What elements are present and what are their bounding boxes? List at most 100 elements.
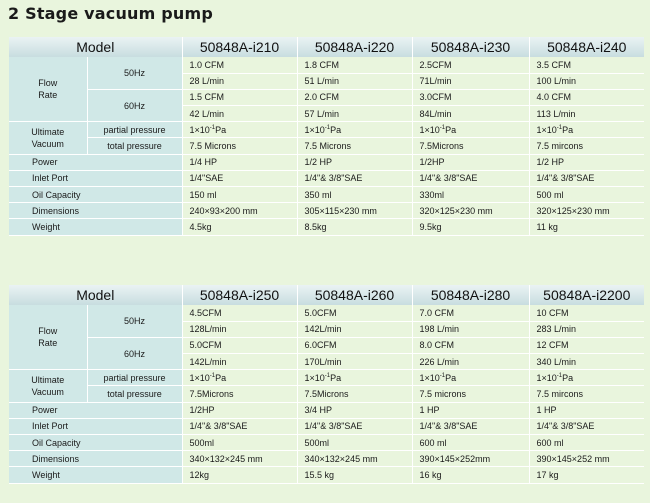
spec-label: Power	[9, 402, 183, 419]
flow-value: 283 L/min	[528, 321, 645, 338]
partial-pressure-value: 1×10-1Pa	[411, 369, 530, 387]
table-row: Power 1/4 HP 1/2 HP 1/2HP 1/2 HP	[9, 154, 645, 171]
spec-value: 350 ml	[296, 186, 413, 204]
flow-value: 1.5 CFM	[181, 89, 298, 107]
table-row: Weight 4.5kg 8.5kg 9.5kg 11 kg	[9, 218, 645, 236]
spec-value: 1/2 HP	[528, 154, 645, 171]
spec-value: 1 HP	[411, 402, 530, 419]
table-row: total pressure 7.5 Microns 7.5 Microns 7.5M…	[9, 137, 645, 155]
total-pressure-value: 7.5Microns	[296, 385, 413, 403]
spec-value: 1/4"& 3/8"SAE	[296, 170, 413, 188]
total-pressure-label: total pressure	[86, 137, 183, 155]
flow-value: 113 L/min	[528, 105, 645, 123]
flow-value: 2.5CFM	[411, 57, 530, 74]
pressure-exponent: -1	[556, 372, 563, 379]
ultimate-vacuum-label-line1: Ultimate	[31, 374, 65, 385]
pressure-unit: Pa	[445, 372, 457, 383]
model-name: 50848A-i230	[411, 37, 530, 57]
spec-value: 4.5kg	[181, 218, 298, 236]
model-name: 50848A-i210	[181, 37, 298, 57]
ultimate-vacuum-label: Ultimate Vacuum	[9, 369, 87, 403]
model-name: 50848A-i250	[181, 285, 298, 305]
flow-value: 198 L/min	[411, 321, 530, 338]
spec-value: 150 ml	[181, 186, 298, 204]
spec-value: 340×132×245 mm	[296, 450, 413, 468]
pressure-exponent: -1	[324, 124, 331, 131]
spec-value: 1/4"& 3/8"SAE	[181, 418, 298, 436]
partial-pressure-label: partial pressure	[86, 121, 183, 139]
flow-value: 4.0 CFM	[528, 89, 645, 107]
total-pressure-label: total pressure	[86, 385, 183, 403]
pressure-unit: Pa	[445, 124, 457, 135]
total-pressure-value: 7.5 Microns	[181, 137, 298, 155]
flow-rate-label: Flow Rate	[9, 305, 87, 371]
table-row: 60Hz 5.0CFM 6.0CFM 8.0 CFM 12 CFM	[9, 337, 645, 371]
flow-value: 142L/min	[296, 321, 413, 338]
flow-rate-label-line2: Rate	[38, 338, 58, 349]
spec-label: Power	[9, 154, 183, 171]
flow-rate-label: Flow Rate	[9, 57, 87, 123]
flow-rate-label-line1: Flow	[38, 78, 58, 89]
table-row: Weight 12kg 15.5 kg 16 kg 17 kg	[9, 466, 645, 484]
flow-value: 1.8 CFM	[296, 57, 413, 74]
spec-value: 17 kg	[528, 466, 645, 484]
pressure-exponent: -1	[556, 124, 563, 131]
flow-value: 28 L/min	[181, 73, 298, 90]
partial-pressure-value: 1×10-1Pa	[528, 121, 645, 139]
flow-value: 128L/min	[181, 321, 298, 338]
pressure-unit: Pa	[330, 124, 342, 135]
spec-label: Weight	[9, 466, 183, 484]
spec-value: 1/4"& 3/8"SAE	[528, 170, 645, 188]
flow-value: 12 CFM	[528, 337, 645, 355]
spec-value: 1/2 HP	[296, 154, 413, 171]
pressure-base: 1×10	[189, 124, 210, 135]
table-row: Ultimate Vacuum partial pressure 1×10-1Pa 1×…	[9, 121, 645, 155]
ultimate-vacuum-label: Ultimate Vacuum	[9, 121, 87, 155]
pressure-exponent: -1	[439, 372, 446, 379]
table-row: Ultimate Vacuum partial pressure 1×10-1Pa 1×…	[9, 369, 645, 403]
partial-pressure-value: 1×10-1Pa	[181, 121, 298, 139]
header-row: Model 50848A-i210 50848A-i220 50848A-i230 50…	[9, 37, 645, 57]
frequency-label: 50Hz	[86, 57, 183, 90]
pressure-base: 1×10	[189, 372, 210, 383]
table-row: Flow Rate 50Hz 1.0 CFM 1.8 CFM 2.5CFM 3.5 CFM	[9, 57, 645, 123]
spec-value: 3/4 HP	[296, 402, 413, 419]
frequency-label: 50Hz	[86, 305, 183, 338]
pressure-base: 1×10	[304, 372, 325, 383]
pressure-exponent: -1	[324, 372, 331, 379]
model-name: 50848A-i260	[296, 285, 413, 305]
table-row: 142L/min 170L/min 226 L/min 340 L/min	[9, 353, 645, 371]
pressure-base: 1×10	[536, 124, 557, 135]
total-pressure-value: 7.5Microns	[411, 137, 530, 155]
table-row: Oil Capacity 500ml 500ml 600 ml 600 ml	[9, 434, 645, 452]
table-row: Inlet Port 1/4"SAE 1/4"& 3/8"SAE 1/4"& 3/8"…	[9, 170, 645, 188]
spec-value: 500ml	[181, 434, 298, 452]
pressure-unit: Pa	[562, 124, 574, 135]
flow-value: 10 CFM	[528, 305, 645, 322]
model-header: Model	[9, 37, 183, 57]
flow-value: 2.0 CFM	[296, 89, 413, 107]
spec-value: 1/4"& 3/8"SAE	[528, 418, 645, 436]
pressure-unit: Pa	[215, 372, 227, 383]
ultimate-vacuum-label-line2: Vacuum	[31, 138, 64, 149]
spec-value: 1/2HP	[181, 402, 298, 419]
spec-value: 500ml	[296, 434, 413, 452]
flow-value: 4.5CFM	[181, 305, 298, 322]
partial-pressure-value: 1×10-1Pa	[296, 121, 413, 139]
model-name: 50848A-i240	[528, 37, 645, 57]
partial-pressure-value: 1×10-1Pa	[411, 121, 530, 139]
spec-value: 340×132×245 mm	[181, 450, 298, 468]
flow-value: 71L/min	[411, 73, 530, 90]
table-row: Oil Capacity 150 ml 350 ml 330ml 500 ml	[9, 186, 645, 204]
total-pressure-value: 7.5 mircons	[528, 137, 645, 155]
pressure-exponent: -1	[209, 124, 216, 131]
ultimate-vacuum-label-line1: Ultimate	[31, 126, 65, 137]
flow-value: 84L/min	[411, 105, 530, 123]
spec-value: 1/2HP	[411, 154, 530, 171]
spec-value: 320×125×230 mm	[411, 202, 530, 220]
spec-value: 1/4"& 3/8"SAE	[411, 418, 530, 436]
flow-value: 170L/min	[296, 353, 413, 371]
spec-label: Oil Capacity	[9, 434, 183, 452]
flow-value: 142L/min	[181, 353, 298, 371]
table-row: total pressure 7.5Microns 7.5Microns 7.5 mi…	[9, 385, 645, 403]
